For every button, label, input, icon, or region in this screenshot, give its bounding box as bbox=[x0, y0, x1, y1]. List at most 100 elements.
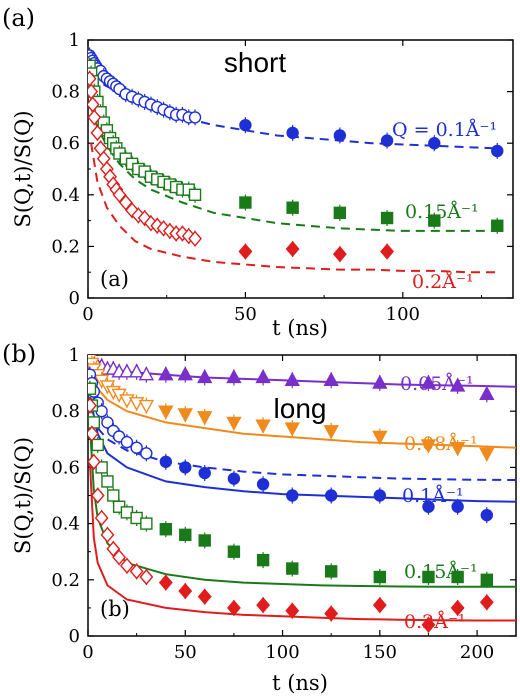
series-label: 0.05Å⁻¹ bbox=[400, 373, 474, 395]
series-label: 0.08Å⁻¹ bbox=[404, 433, 478, 455]
series-3 bbox=[88, 380, 516, 588]
fit-line bbox=[88, 461, 516, 622]
data-point bbox=[94, 509, 109, 527]
series-4 bbox=[88, 397, 516, 633]
data-point bbox=[380, 211, 394, 225]
data-point bbox=[179, 461, 192, 474]
data-point bbox=[286, 126, 299, 140]
y-axis-label: S(Q,t)/S(Q) bbox=[11, 437, 35, 554]
y-tick-label: 1 bbox=[69, 345, 80, 366]
data-point bbox=[428, 214, 441, 227]
data-point bbox=[372, 597, 387, 614]
data-point bbox=[118, 194, 133, 211]
data-point bbox=[106, 540, 121, 557]
data-point bbox=[90, 487, 105, 504]
y-tick-label: 0 bbox=[69, 626, 80, 647]
data-point bbox=[420, 439, 437, 454]
data-point bbox=[491, 219, 504, 232]
y-tick-label: 0.6 bbox=[51, 133, 80, 154]
data-point bbox=[140, 447, 153, 460]
data-point bbox=[178, 582, 193, 600]
data-point bbox=[422, 500, 435, 513]
data-point bbox=[197, 411, 213, 426]
data-point bbox=[480, 508, 494, 522]
series-label: 0.15Å⁻¹ bbox=[404, 561, 478, 583]
panel-tag: (a) bbox=[2, 4, 35, 32]
data-point bbox=[227, 472, 241, 485]
y-tick-label: 0.4 bbox=[51, 185, 80, 206]
data-point bbox=[420, 374, 437, 389]
data-point bbox=[324, 489, 338, 502]
data-point bbox=[285, 602, 300, 619]
chart-title: short bbox=[224, 47, 286, 78]
series-2 bbox=[88, 70, 498, 274]
data-point bbox=[239, 118, 252, 132]
data-point bbox=[91, 438, 104, 452]
data-point bbox=[128, 363, 145, 378]
data-point bbox=[286, 489, 299, 502]
data-point bbox=[479, 385, 495, 401]
data-point bbox=[285, 240, 300, 258]
series-label: Q = 0.1Å⁻¹ bbox=[392, 119, 497, 141]
data-point bbox=[112, 549, 127, 566]
data-point bbox=[479, 447, 495, 462]
fit-line bbox=[90, 143, 498, 274]
data-point bbox=[88, 382, 97, 395]
data-point bbox=[286, 562, 299, 575]
data-point bbox=[179, 528, 192, 542]
data-point bbox=[158, 574, 173, 591]
data-point bbox=[159, 455, 173, 468]
y-tick-label: 0.8 bbox=[51, 82, 80, 103]
data-point bbox=[324, 565, 338, 578]
x-tick-label: 150 bbox=[363, 642, 397, 663]
data-point bbox=[480, 573, 494, 586]
data-point bbox=[256, 597, 271, 614]
data-point bbox=[188, 188, 202, 202]
series-label: 0.15Å⁻¹ bbox=[405, 201, 479, 223]
data-point bbox=[197, 369, 213, 384]
data-point bbox=[372, 430, 388, 445]
data-point bbox=[428, 136, 441, 150]
data-point bbox=[100, 526, 115, 543]
data-point bbox=[238, 243, 253, 260]
x-tick-label: 100 bbox=[386, 304, 420, 325]
data-point bbox=[226, 599, 241, 616]
x-tick-label: 0 bbox=[82, 642, 93, 663]
data-point bbox=[88, 397, 97, 414]
data-point bbox=[120, 435, 134, 449]
data-point bbox=[159, 523, 173, 536]
data-point bbox=[380, 134, 394, 147]
data-point bbox=[373, 489, 387, 502]
data-point bbox=[491, 144, 504, 158]
data-point bbox=[198, 534, 211, 547]
series-2 bbox=[88, 366, 516, 524]
y-tick-label: 0.8 bbox=[51, 401, 80, 422]
data-point bbox=[139, 568, 154, 586]
data-point bbox=[255, 369, 271, 384]
data-point bbox=[373, 570, 387, 584]
x-axis-label: t (ns) bbox=[272, 316, 328, 340]
y-tick-label: 0.2 bbox=[51, 570, 80, 591]
data-point bbox=[130, 441, 143, 454]
fit-line-dashed bbox=[96, 427, 516, 481]
data-point bbox=[95, 461, 108, 474]
inner-panel-tag: (b) bbox=[100, 597, 130, 621]
y-tick-label: 0 bbox=[69, 288, 80, 309]
panel-b: 0 0.2 0.4 0.6 0.8 1 0 50 100 150 200 t (ns) S(Q,t)/S… bbox=[2, 340, 517, 695]
panel-a: 0 0.2 0.4 0.6 0.8 1 0 50 100 t (ns) S(Q,t)/S(Q) (a)… bbox=[2, 4, 514, 340]
data-point bbox=[138, 366, 155, 381]
series-0 bbox=[88, 47, 504, 159]
series-label: 0.1Å⁻¹ bbox=[402, 485, 464, 507]
data-point bbox=[177, 408, 193, 423]
data-point bbox=[332, 246, 347, 263]
data-point bbox=[451, 570, 464, 584]
data-point bbox=[197, 588, 212, 605]
data-point bbox=[284, 371, 300, 386]
data-point bbox=[88, 453, 101, 470]
x-tick-label: 0 bbox=[82, 304, 93, 325]
data-point bbox=[333, 129, 347, 142]
inner-panel-tag: (a) bbox=[100, 267, 129, 291]
fit-line bbox=[88, 425, 516, 588]
data-point bbox=[119, 557, 134, 574]
